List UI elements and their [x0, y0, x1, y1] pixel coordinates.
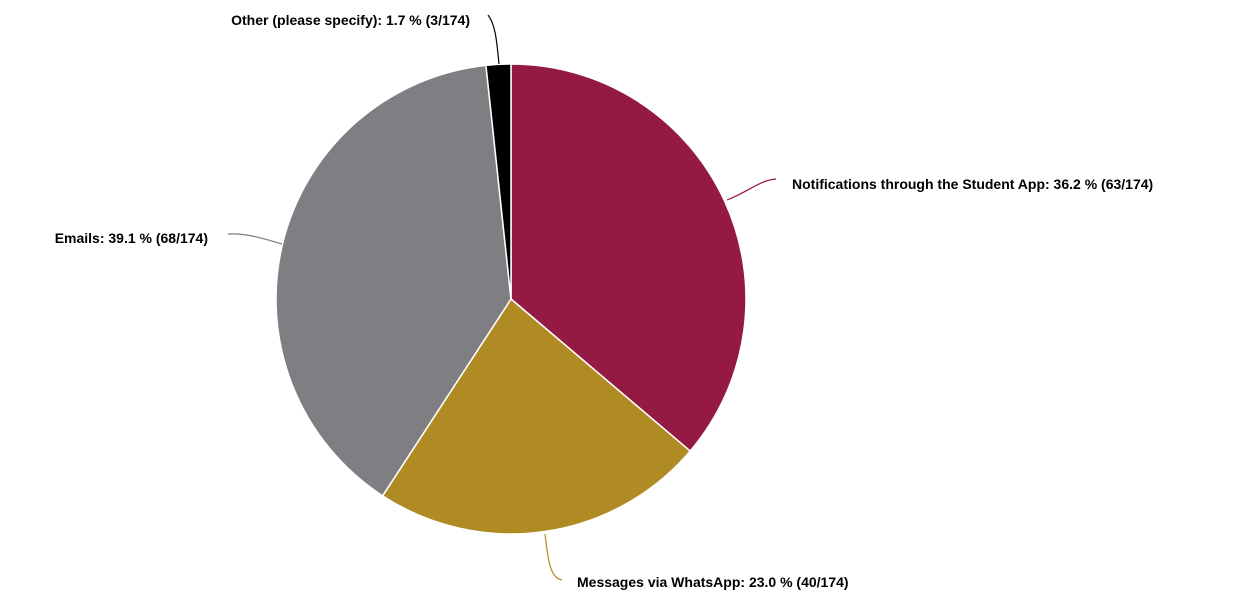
slice-label-emails: Emails: 39.1 % (68/174) — [55, 230, 208, 246]
pie-slice-notifications-student-app — [510, 63, 747, 453]
slice-label-messages-whatsapp: Messages via WhatsApp: 23.0 % (40/174) — [577, 574, 849, 590]
leader-line-emails — [227, 233, 283, 245]
slice-label-notifications-student-app: Notifications through the Student App: 3… — [792, 176, 1153, 192]
pie-slices — [275, 63, 747, 535]
leader-line-other-please-specify — [487, 14, 500, 65]
slice-label-other-please-specify: Other (please specify): 1.7 % (3/174) — [231, 12, 470, 28]
leader-line-messages-whatsapp — [544, 533, 563, 581]
pie-labels: Notifications through the Student App: 3… — [55, 12, 1154, 590]
pie-slice-messages-whatsapp — [381, 297, 692, 535]
pie-slice-emails — [275, 64, 512, 497]
pie-slice-other-please-specify — [485, 63, 512, 300]
leader-line-notifications-student-app — [726, 178, 777, 201]
